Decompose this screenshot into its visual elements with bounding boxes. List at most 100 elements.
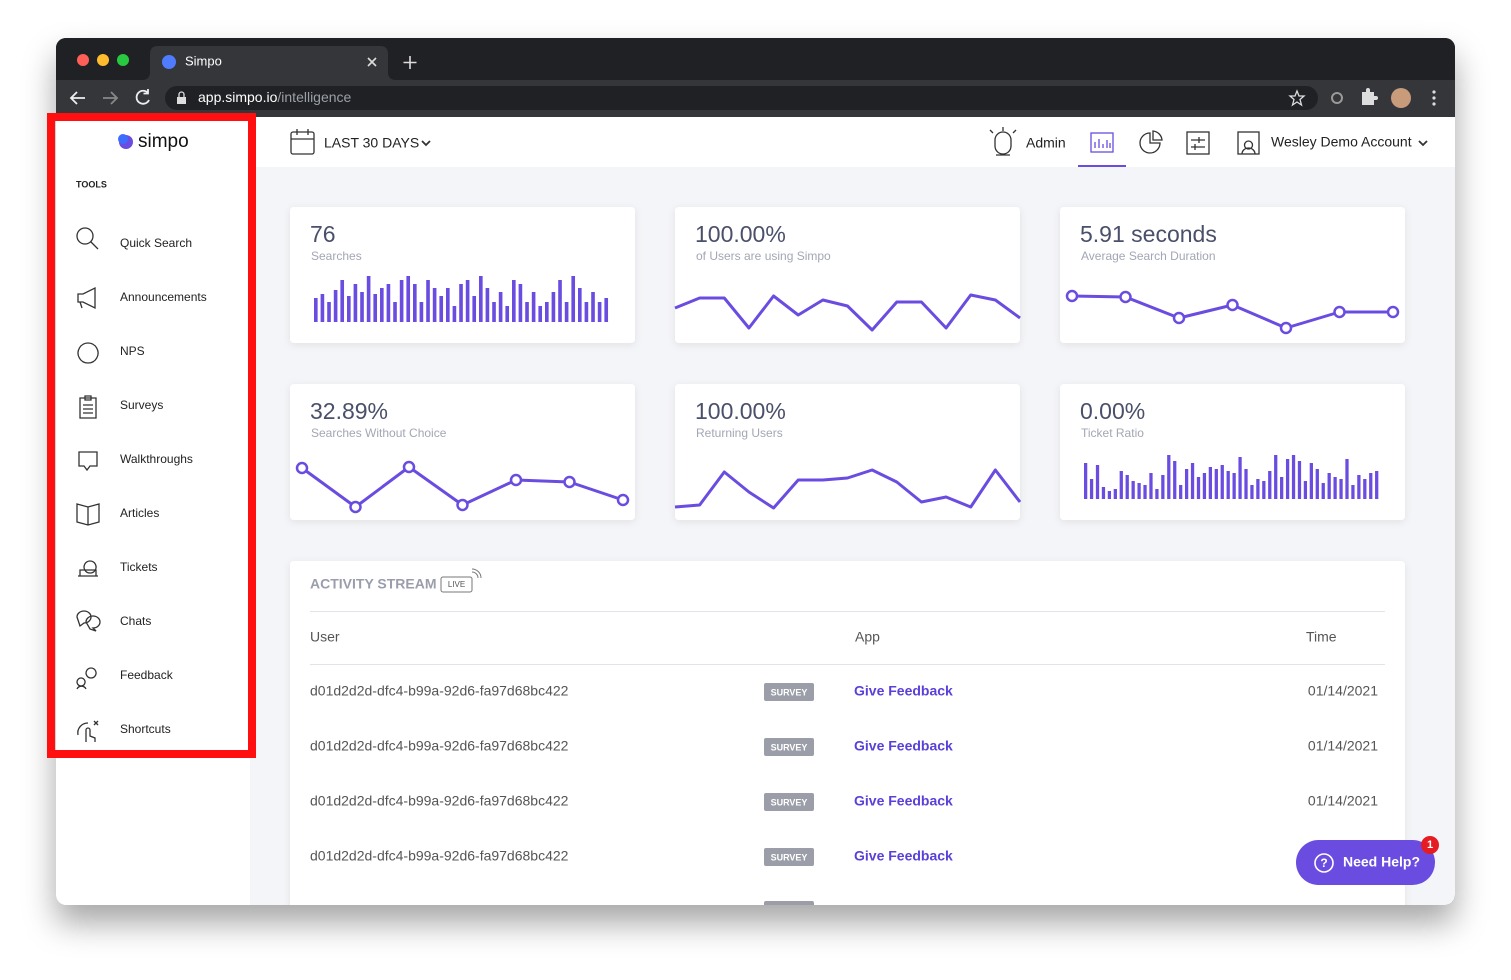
chevron[interactable]: [421, 140, 431, 147]
app-link[interactable]: Give Feedback: [854, 793, 953, 809]
tab[interactable]: [142, 46, 396, 80]
spark-marker: [616, 493, 630, 507]
menu-icon: [76, 227, 99, 250]
time: 01/14/2021: [1308, 683, 1378, 699]
ext-icon[interactable]: [1331, 92, 1343, 104]
spark-bar: [347, 296, 351, 322]
spark-bar: [1137, 483, 1141, 499]
url-bar[interactable]: [165, 86, 1318, 110]
spark-bar: [1244, 469, 1248, 499]
menu-item[interactable]: Articles: [120, 506, 159, 520]
user-id: d01d2d2d-dfc4-b99a-92d6-fa97d68bc422: [310, 848, 569, 864]
highlight-box: [47, 113, 256, 758]
menu-item[interactable]: Quick Search: [120, 236, 192, 250]
spark-marker: [563, 475, 576, 489]
spark-bar: [333, 290, 338, 322]
spark-marker: [1386, 305, 1400, 319]
spark-bar: [1107, 491, 1112, 499]
user-id: d01d2d2d-dfc4-b99a-92d6-fa97d68bc422: [310, 683, 569, 699]
analytics-icon[interactable]: [1090, 132, 1114, 153]
user-id: d01d2d2d-dfc4-b99a-92d6-fa97d68bc422: [310, 738, 569, 754]
help-label[interactable]: Need Help?: [1343, 854, 1420, 870]
app-link[interactable]: Give Feedback: [854, 683, 953, 699]
spark-bar: [314, 298, 318, 322]
spark-marker: [1279, 321, 1293, 335]
menu-icon: [76, 503, 100, 526]
spark-bar: [419, 302, 424, 322]
menu-item[interactable]: Chats: [120, 614, 151, 628]
menu-item[interactable]: NPS: [120, 344, 145, 358]
tag-badge: [764, 793, 814, 811]
app-link[interactable]: Give Feedback: [854, 848, 953, 864]
spark-bar: [1161, 475, 1165, 499]
help-button[interactable]: [1296, 840, 1435, 885]
reports-icon[interactable]: [1139, 130, 1163, 154]
metric-value: 100.00%: [695, 221, 786, 247]
menu-item[interactable]: Tickets: [120, 560, 158, 574]
spark-bar: [320, 294, 325, 322]
new-tab[interactable]: [403, 56, 417, 69]
metric-value: 100.00%: [695, 398, 786, 424]
extensions[interactable]: [1362, 88, 1378, 105]
spark-marker: [509, 473, 523, 487]
max-dot[interactable]: [117, 54, 129, 66]
spark-bar: [505, 306, 510, 322]
spark-bar: [1303, 481, 1308, 499]
spark-bar: [604, 298, 609, 322]
spark-marker: [295, 461, 309, 475]
settings-icon[interactable]: [1186, 131, 1210, 155]
back[interactable]: [69, 91, 85, 105]
spark-bar: [393, 302, 397, 322]
tag: SURVEY: [771, 852, 808, 862]
reload[interactable]: [135, 89, 150, 105]
spark-bar: [1297, 461, 1302, 499]
admin-icon: [989, 127, 1017, 156]
spark-marker: [349, 500, 362, 514]
active-underline: [1078, 165, 1126, 167]
metric-label: Searches: [311, 249, 362, 263]
admin[interactable]: Admin: [1026, 135, 1066, 151]
forward[interactable]: [103, 91, 119, 105]
bookmark[interactable]: [1288, 89, 1306, 107]
menu-item[interactable]: Walkthroughs: [120, 452, 193, 466]
menu-item[interactable]: Shortcuts: [120, 722, 171, 736]
spark-bar: [432, 288, 437, 322]
spark-bar: [386, 284, 391, 322]
menu[interactable]: [1432, 102, 1436, 106]
spark-bar: [1351, 485, 1355, 499]
profile[interactable]: [1391, 88, 1411, 108]
calendar-icon: [290, 131, 315, 155]
spark-bar: [439, 296, 444, 322]
menu-item[interactable]: Surveys: [120, 398, 163, 412]
menu-item[interactable]: Announcements: [120, 290, 207, 304]
app-link[interactable]: Give Feedback: [854, 738, 953, 754]
account[interactable]: Wesley Demo Account: [1271, 134, 1412, 150]
spark-marker: [1119, 290, 1132, 304]
spark-bar: [1256, 479, 1260, 499]
spark-bar: [479, 276, 483, 322]
spark-bar: [1262, 481, 1266, 499]
time: 01/14/2021: [1308, 738, 1378, 754]
tab-close[interactable]: [367, 57, 377, 67]
min-dot[interactable]: [97, 54, 109, 66]
lock: [177, 97, 186, 104]
spark-bar: [545, 302, 549, 322]
account-icon[interactable]: [1237, 131, 1260, 155]
spark-bar: [518, 284, 523, 322]
spark-bar: [472, 296, 477, 322]
spark-bar: [1101, 487, 1106, 499]
spark-bar: [1369, 473, 1373, 499]
spark-bar: [1208, 467, 1213, 499]
tag-badge: [764, 683, 814, 701]
spark-bar: [1250, 485, 1254, 499]
spark-bar: [1084, 463, 1088, 499]
menu-item[interactable]: Feedback: [120, 668, 174, 682]
close-dot[interactable]: [77, 54, 89, 66]
metric-card: [290, 384, 635, 520]
spark-line: [674, 468, 1022, 510]
date-range[interactable]: LAST 30 DAYS: [324, 135, 419, 151]
spark-bar: [413, 284, 417, 322]
metric-card: [1060, 207, 1405, 343]
spark-bar: [1190, 463, 1195, 499]
